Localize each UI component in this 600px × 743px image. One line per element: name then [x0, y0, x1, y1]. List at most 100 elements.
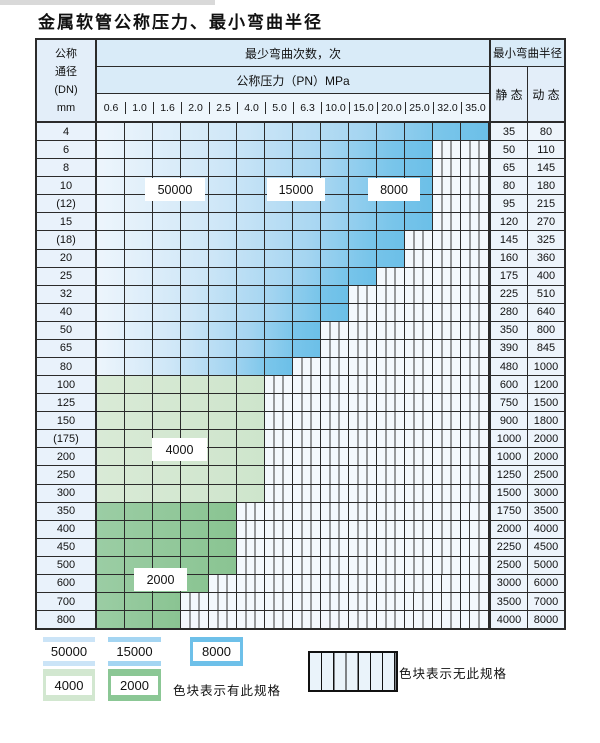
- dn-cell: 100: [37, 376, 97, 394]
- table-row: 6 50 110: [37, 141, 564, 160]
- dn-cell: 250: [37, 466, 97, 484]
- pressure-cells: [97, 285, 489, 303]
- table-row: (18) 145 325: [37, 231, 564, 250]
- pressure-cells: [97, 376, 489, 394]
- dynamic-cell: 6000: [527, 574, 564, 593]
- dn-cell: (12): [37, 195, 97, 213]
- column-grid: [97, 520, 489, 538]
- table-row: 150 900 1800: [37, 412, 564, 431]
- pressure-cells: [97, 358, 489, 376]
- dn-header-line: (DN): [54, 83, 78, 96]
- cycle-label: 8000: [368, 178, 420, 201]
- static-header: 静 态: [489, 67, 527, 121]
- dn-cell: 350: [37, 502, 97, 520]
- dn-cell: (175): [37, 430, 97, 448]
- dn-cell: 8: [37, 159, 97, 177]
- static-cell: 1000: [489, 430, 527, 448]
- pressure-value-cell: 4.0: [237, 101, 265, 114]
- static-cell: 50: [489, 141, 527, 159]
- pressure-cells: [97, 303, 489, 321]
- dynamic-header: 动 态: [527, 67, 564, 121]
- dynamic-cell: 270: [527, 213, 564, 231]
- pressure-cells: [97, 574, 489, 593]
- pressure-cells: [97, 520, 489, 538]
- static-cell: 1250: [489, 466, 527, 484]
- column-grid: [97, 358, 489, 376]
- static-cell: 600: [489, 376, 527, 394]
- static-cell: 2500: [489, 556, 527, 574]
- legend-swatch: 4000: [43, 669, 95, 701]
- pressure-cells: [97, 466, 489, 484]
- pressure-value-cell: 1.6: [153, 101, 181, 114]
- table-row: 600 3000 6000: [37, 574, 564, 594]
- static-cell: 390: [489, 339, 527, 358]
- pressure-cells: [97, 159, 489, 177]
- pressure-value-cell: 20.0: [377, 101, 405, 114]
- dn-cell: 150: [37, 412, 97, 430]
- dynamic-cell: 3000: [527, 484, 564, 502]
- dynamic-cell: 845: [527, 339, 564, 358]
- column-grid: [97, 538, 489, 556]
- table-row: 200 1000 2000: [37, 448, 564, 467]
- static-cell: 120: [489, 213, 527, 231]
- legend-swatch-label: 50000: [41, 642, 97, 661]
- table-row: 40 280 640: [37, 303, 564, 322]
- dynamic-cell: 8000: [527, 611, 564, 629]
- legend-swatch: 2000: [108, 669, 161, 701]
- pressure-cells: [97, 502, 489, 520]
- dn-cell: 500: [37, 556, 97, 574]
- dynamic-cell: 2000: [527, 448, 564, 466]
- column-grid: [97, 466, 489, 484]
- dynamic-cell: 1800: [527, 412, 564, 430]
- pressure-cells: [97, 141, 489, 159]
- dn-cell: 32: [37, 285, 97, 303]
- static-cell: 3500: [489, 593, 527, 611]
- static-cell: 65: [489, 159, 527, 177]
- column-grid: [97, 484, 489, 502]
- column-grid: [97, 159, 489, 177]
- dn-cell: 800: [37, 611, 97, 629]
- table-row: 65 390 845: [37, 339, 564, 359]
- table-row: 350 1750 3500: [37, 502, 564, 521]
- dynamic-cell: 4500: [527, 538, 564, 556]
- pressure-value-cell: 2.5: [209, 101, 237, 114]
- table-row: 100 600 1200: [37, 376, 564, 395]
- has-spec-note: 色块表示有此规格: [173, 684, 282, 698]
- dn-cell: 40: [37, 303, 97, 321]
- dn-cell: 200: [37, 448, 97, 466]
- dn-cell: 50: [37, 321, 97, 339]
- pressure-value-cell: 25.0: [405, 101, 433, 114]
- column-grid: [97, 556, 489, 574]
- legend-swatch-label: 8000: [193, 642, 240, 661]
- dn-cell: 300: [37, 484, 97, 502]
- radius-header: 最小弯曲半径: [489, 40, 564, 67]
- table-header: 公称 通径 (DN) mm 最少弯曲次数，次 最小弯曲半径 公称压力（PN）MP…: [37, 40, 564, 123]
- pressure-value-cell: 32.0: [433, 101, 461, 114]
- dynamic-cell: 110: [527, 141, 564, 159]
- column-grid: [97, 412, 489, 430]
- static-cell: 95: [489, 195, 527, 213]
- pressure-cells: [97, 412, 489, 430]
- static-cell: 175: [489, 267, 527, 285]
- static-cell: 2000: [489, 520, 527, 538]
- pressure-cells: [97, 538, 489, 556]
- pressure-cells: [97, 611, 489, 629]
- pressure-cells: [97, 213, 489, 231]
- table-row: 50 350 800: [37, 321, 564, 340]
- static-cell: 1750: [489, 502, 527, 520]
- dynamic-cell: 510: [527, 285, 564, 303]
- dn-cell: 15: [37, 213, 97, 231]
- static-cell: 1500: [489, 484, 527, 502]
- column-grid: [97, 303, 489, 321]
- pressure-cells: [97, 231, 489, 249]
- dn-cell: 400: [37, 520, 97, 538]
- static-cell: 225: [489, 285, 527, 303]
- cycle-label: 50000: [145, 178, 205, 201]
- dynamic-cell: 5000: [527, 556, 564, 574]
- dn-cell: 700: [37, 593, 97, 611]
- dn-cell: 80: [37, 358, 97, 376]
- dn-header-line: mm: [56, 101, 76, 114]
- column-grid: [97, 231, 489, 249]
- dynamic-cell: 1200: [527, 376, 564, 394]
